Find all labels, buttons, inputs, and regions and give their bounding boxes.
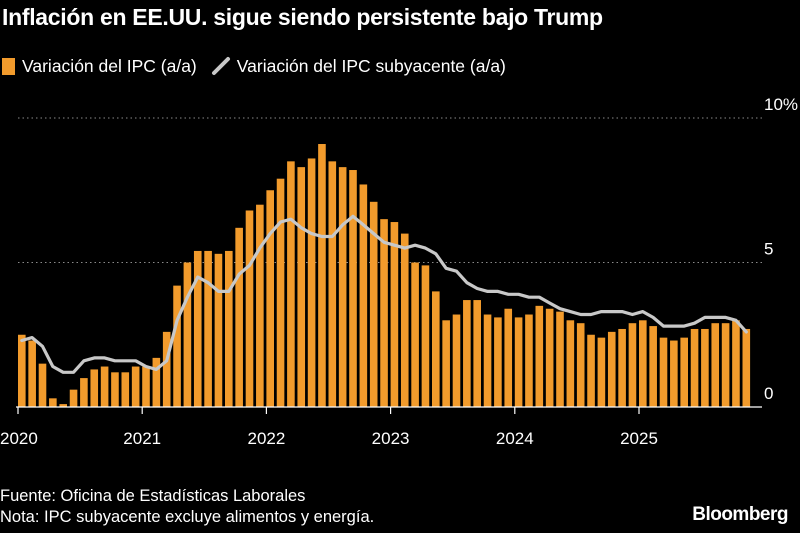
cpi-bar	[380, 219, 388, 407]
axes: 0 5 10% 2020 2021 2022 2023 2024 2025	[0, 95, 798, 448]
y-tick-label: 0	[764, 384, 773, 403]
y-tick-label: 5	[764, 240, 773, 259]
cpi-bar	[225, 250, 233, 407]
legend-swatch-bar	[2, 57, 15, 75]
cpi-bar	[525, 314, 533, 407]
source-note: Fuente: Oficina de Estadísticas Laborale…	[0, 487, 306, 505]
cpi-bar	[442, 320, 450, 407]
cpi-bar	[214, 253, 223, 407]
cpi-bar	[131, 366, 140, 407]
cpi-bar	[618, 328, 626, 407]
chart-title: Inflación en EE.UU. sigue siendo persist…	[2, 4, 603, 30]
cpi-bar	[173, 285, 181, 407]
core-cpi-line	[20, 214, 748, 374]
cpi-bar	[711, 323, 720, 407]
bloomberg-logo: Bloomberg	[692, 504, 788, 525]
legend: Variación del IPC (a/a) Variación del IP…	[2, 53, 506, 79]
cpi-bar	[607, 331, 616, 407]
cpi-bar	[556, 311, 564, 407]
cpi-bar	[100, 366, 109, 407]
cpi-bar	[721, 323, 730, 407]
cpi-bar	[69, 389, 78, 407]
footnotes: Fuente: Oficina de Estadísticas Laborale…	[0, 486, 374, 528]
cpi-bar	[587, 334, 595, 407]
cpi-bar	[483, 314, 492, 407]
cpi-bar	[111, 372, 119, 407]
cpi-bar	[328, 161, 337, 407]
cpi-bar	[411, 262, 419, 407]
cpi-bar	[266, 190, 274, 407]
cpi-bar	[297, 167, 306, 407]
cpi-bar	[452, 314, 461, 407]
cpi-bar	[28, 340, 36, 407]
x-tick-label: 2023	[372, 429, 410, 448]
cpi-bar	[473, 300, 481, 407]
cpi-bar	[38, 363, 47, 407]
cpi-bar	[287, 161, 295, 407]
cpi-bar	[183, 262, 192, 407]
cpi-bar	[18, 334, 26, 407]
cpi-bar	[701, 328, 709, 407]
cpi-bar	[639, 320, 647, 407]
cpi-bar	[193, 250, 202, 407]
legend-label-core-cpi: Variación del IPC subyacente (a/a)	[236, 55, 506, 76]
cpi-bar	[276, 178, 285, 407]
cpi-bar	[400, 233, 409, 407]
x-tick-label: 2020	[0, 429, 38, 448]
cpi-bar	[463, 300, 471, 407]
legend-item-cpi: Variación del IPC (a/a)	[2, 56, 197, 77]
legend-swatch-line	[211, 57, 230, 75]
cpi-bar	[349, 170, 357, 407]
cpi-bar	[359, 184, 368, 407]
cpi-bar	[597, 337, 606, 407]
cpi-bar	[545, 308, 554, 407]
x-tick-label: 2021	[123, 429, 161, 448]
cpi-bar	[162, 331, 171, 407]
cpi-bar	[659, 337, 668, 407]
cpi-bar	[90, 369, 99, 407]
cpi-bar	[649, 326, 657, 407]
y-tick-label: 10%	[764, 95, 798, 114]
legend-item-core-cpi: Variación del IPC subyacente (a/a)	[197, 56, 506, 77]
cpi-bar	[576, 323, 585, 407]
cpi-bar	[628, 323, 637, 407]
legend-label-cpi: Variación del IPC (a/a)	[22, 55, 197, 76]
gridlines	[18, 117, 762, 263]
cpi-bar	[390, 222, 399, 407]
x-tick-label: 2022	[247, 429, 285, 448]
cpi-bar	[307, 158, 316, 407]
cpi-bar	[732, 320, 740, 407]
chart-area: 0 5 10% 2020 2021 2022 2023 2024 2025	[0, 95, 798, 448]
line-series	[20, 214, 748, 374]
cpi-bar	[256, 204, 264, 407]
cpi-bar	[245, 210, 254, 407]
cpi-bar	[142, 366, 150, 407]
cpi-bar	[670, 340, 678, 407]
cpi-bar	[514, 317, 523, 407]
bar-series	[18, 144, 751, 407]
cpi-bar	[121, 372, 130, 407]
cpi-bar	[235, 227, 243, 407]
cpi-bar	[49, 398, 57, 407]
cpi-bar	[338, 167, 347, 407]
cpi-bar	[494, 317, 502, 407]
cpi-bar	[535, 305, 544, 407]
cpi-bar	[152, 357, 161, 407]
cpi-bar	[369, 201, 378, 407]
x-tick-label: 2025	[620, 429, 658, 448]
x-tick-label: 2024	[496, 429, 534, 448]
cpi-bar	[504, 308, 513, 407]
cpi-bar	[680, 337, 688, 407]
cpi-bar	[59, 404, 67, 407]
cpi-bar	[421, 265, 430, 407]
cpi-bar	[80, 378, 88, 407]
cpi-bar	[566, 320, 575, 407]
cpi-bar	[204, 250, 212, 407]
methodology-note: Nota: IPC subyacente excluye alimentos y…	[0, 508, 375, 526]
cpi-bar	[432, 291, 440, 407]
cpi-bar	[742, 328, 751, 407]
cpi-bar	[318, 144, 326, 407]
cpi-bar	[690, 328, 699, 407]
